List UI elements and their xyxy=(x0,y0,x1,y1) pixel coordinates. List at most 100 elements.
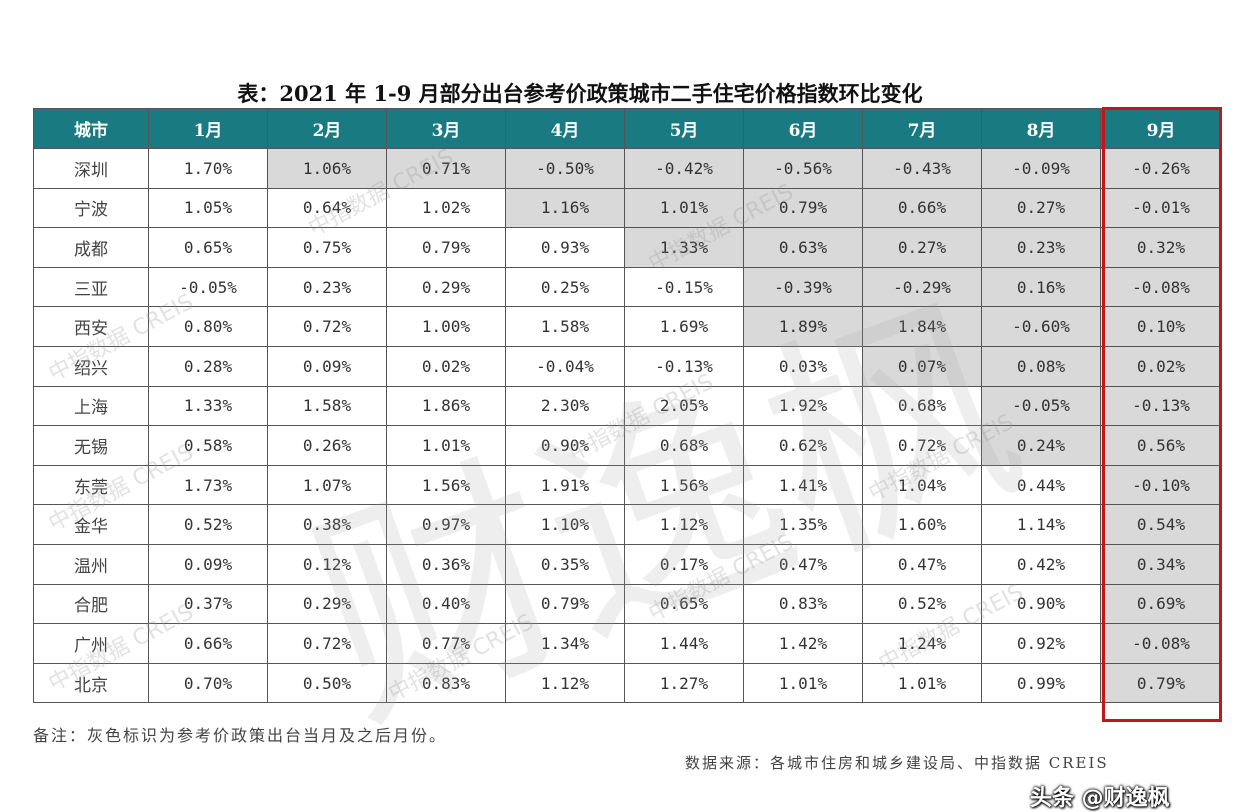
value-cell: 1.56% xyxy=(386,464,506,506)
value-cell: 0.72% xyxy=(267,306,387,347)
value-cell: 0.66% xyxy=(862,187,982,229)
value-cell: 0.09% xyxy=(148,543,268,585)
table-row: 广州 0.66% 0.72% 0.77% 1.34% 1.44% 1.42% 1.24% 0.9… xyxy=(33,623,1222,664)
value-cell: 0.07% xyxy=(862,345,982,387)
value-cell: 0.44% xyxy=(981,464,1101,506)
value-cell: 0.02% xyxy=(386,345,506,387)
value-cell: 1.33% xyxy=(148,385,268,427)
value-cell: 1.12% xyxy=(505,662,625,704)
value-cell: 0.29% xyxy=(386,266,506,308)
value-cell: -0.05% xyxy=(981,385,1101,427)
value-cell: 1.84% xyxy=(862,306,982,347)
value-cell: 1.12% xyxy=(624,504,744,545)
table-row: 温州 0.09% 0.12% 0.36% 0.35% 0.17% 0.47% 0.47% 0.4… xyxy=(33,543,1222,585)
value-cell: 1.00% xyxy=(386,306,506,347)
value-cell: 0.83% xyxy=(743,583,863,625)
value-cell: 0.25% xyxy=(505,266,625,308)
value-cell: 0.54% xyxy=(1100,504,1222,545)
value-cell: 0.71% xyxy=(386,148,506,189)
header-month-3: 3月 xyxy=(386,108,506,149)
header-month-1: 1月 xyxy=(148,108,268,149)
value-cell: 1.58% xyxy=(505,306,625,347)
table-row: 绍兴 0.28% 0.09% 0.02% -0.04% -0.13% 0.03% 0.07% 0… xyxy=(33,345,1222,387)
value-cell: 1.02% xyxy=(386,187,506,229)
value-cell: 1.01% xyxy=(386,425,506,466)
city-cell: 广州 xyxy=(33,623,149,664)
value-cell: 1.58% xyxy=(267,385,387,427)
value-cell: 0.27% xyxy=(862,227,982,268)
value-cell: 0.32% xyxy=(1100,227,1222,268)
value-cell: -0.29% xyxy=(862,266,982,308)
value-cell: 1.42% xyxy=(743,623,863,664)
value-cell: 1.01% xyxy=(862,662,982,704)
table-title: 表：2021 年 1-9 月部分出台参考价政策城市二手住宅价格指数环比变化 xyxy=(237,81,923,106)
value-cell: -0.26% xyxy=(1100,148,1222,189)
value-cell: 0.80% xyxy=(148,306,268,347)
value-cell: 0.08% xyxy=(981,345,1101,387)
value-cell: -0.10% xyxy=(1100,464,1222,506)
city-cell: 北京 xyxy=(33,662,149,704)
value-cell: 0.40% xyxy=(386,583,506,625)
value-cell: -0.43% xyxy=(862,148,982,189)
value-cell: 0.35% xyxy=(505,543,625,585)
value-cell: 0.03% xyxy=(743,345,863,387)
value-cell: 0.29% xyxy=(267,583,387,625)
value-cell: 0.77% xyxy=(386,623,506,664)
value-cell: 0.90% xyxy=(981,583,1101,625)
data-source: 数据来源：各城市住房和城乡建设局、中指数据 CREIS xyxy=(685,754,1109,772)
value-cell: 1.70% xyxy=(148,148,268,189)
table-row: 合肥 0.37% 0.29% 0.40% 0.79% 0.65% 0.83% 0.52% 0.9… xyxy=(33,583,1222,625)
value-cell: 0.47% xyxy=(743,543,863,585)
value-cell: 0.16% xyxy=(981,266,1101,308)
city-cell: 宁波 xyxy=(33,187,149,229)
value-cell: 1.05% xyxy=(148,187,268,229)
city-cell: 温州 xyxy=(33,543,149,585)
value-cell: 0.93% xyxy=(505,227,625,268)
value-cell: 1.91% xyxy=(505,464,625,506)
value-cell: 0.42% xyxy=(981,543,1101,585)
value-cell: 0.17% xyxy=(624,543,744,585)
header-city: 城市 xyxy=(33,108,149,149)
value-cell: 0.65% xyxy=(624,583,744,625)
table-row: 成都 0.65% 0.75% 0.79% 0.93% 1.33% 0.63% 0.27% 0.2… xyxy=(33,227,1222,268)
value-cell: 0.09% xyxy=(267,345,387,387)
value-cell: 1.89% xyxy=(743,306,863,347)
table-row: 金华 0.52% 0.38% 0.97% 1.10% 1.12% 1.35% 1.60% 1.1… xyxy=(33,504,1222,545)
value-cell: 1.01% xyxy=(624,187,744,229)
value-cell: 0.24% xyxy=(981,425,1101,466)
value-cell: 0.68% xyxy=(862,385,982,427)
value-cell: 0.28% xyxy=(148,345,268,387)
value-cell: 0.68% xyxy=(624,425,744,466)
value-cell: 0.50% xyxy=(267,662,387,704)
value-cell: 0.56% xyxy=(1100,425,1222,466)
value-cell: -0.13% xyxy=(1100,385,1222,427)
value-cell: 1.10% xyxy=(505,504,625,545)
table-row: 宁波 1.05% 0.64% 1.02% 1.16% 1.01% 0.79% 0.66% 0.2… xyxy=(33,187,1222,229)
value-cell: 0.72% xyxy=(862,425,982,466)
value-cell: 0.10% xyxy=(1100,306,1222,347)
value-cell: 0.99% xyxy=(981,662,1101,704)
value-cell: -0.05% xyxy=(148,266,268,308)
value-cell: 1.04% xyxy=(862,464,982,506)
value-cell: 0.26% xyxy=(267,425,387,466)
value-cell: -0.56% xyxy=(743,148,863,189)
value-cell: 0.90% xyxy=(505,425,625,466)
city-cell: 东莞 xyxy=(33,464,149,506)
value-cell: 0.37% xyxy=(148,583,268,625)
value-cell: -0.42% xyxy=(624,148,744,189)
value-cell: 0.58% xyxy=(148,425,268,466)
header-month-4: 4月 xyxy=(505,108,625,149)
value-cell: 0.64% xyxy=(267,187,387,229)
value-cell: 0.72% xyxy=(267,623,387,664)
value-cell: 0.27% xyxy=(981,187,1101,229)
value-cell: 0.38% xyxy=(267,504,387,545)
value-cell: 0.79% xyxy=(505,583,625,625)
value-cell: 0.79% xyxy=(743,187,863,229)
table-header-row: 城市 1月 2月 3月 4月 5月 6月 7月 8月 9月 xyxy=(33,108,1222,149)
city-cell: 深圳 xyxy=(33,148,149,189)
value-cell: 1.60% xyxy=(862,504,982,545)
value-cell: -0.13% xyxy=(624,345,744,387)
value-cell: 0.23% xyxy=(981,227,1101,268)
city-cell: 西安 xyxy=(33,306,149,347)
value-cell: 1.07% xyxy=(267,464,387,506)
